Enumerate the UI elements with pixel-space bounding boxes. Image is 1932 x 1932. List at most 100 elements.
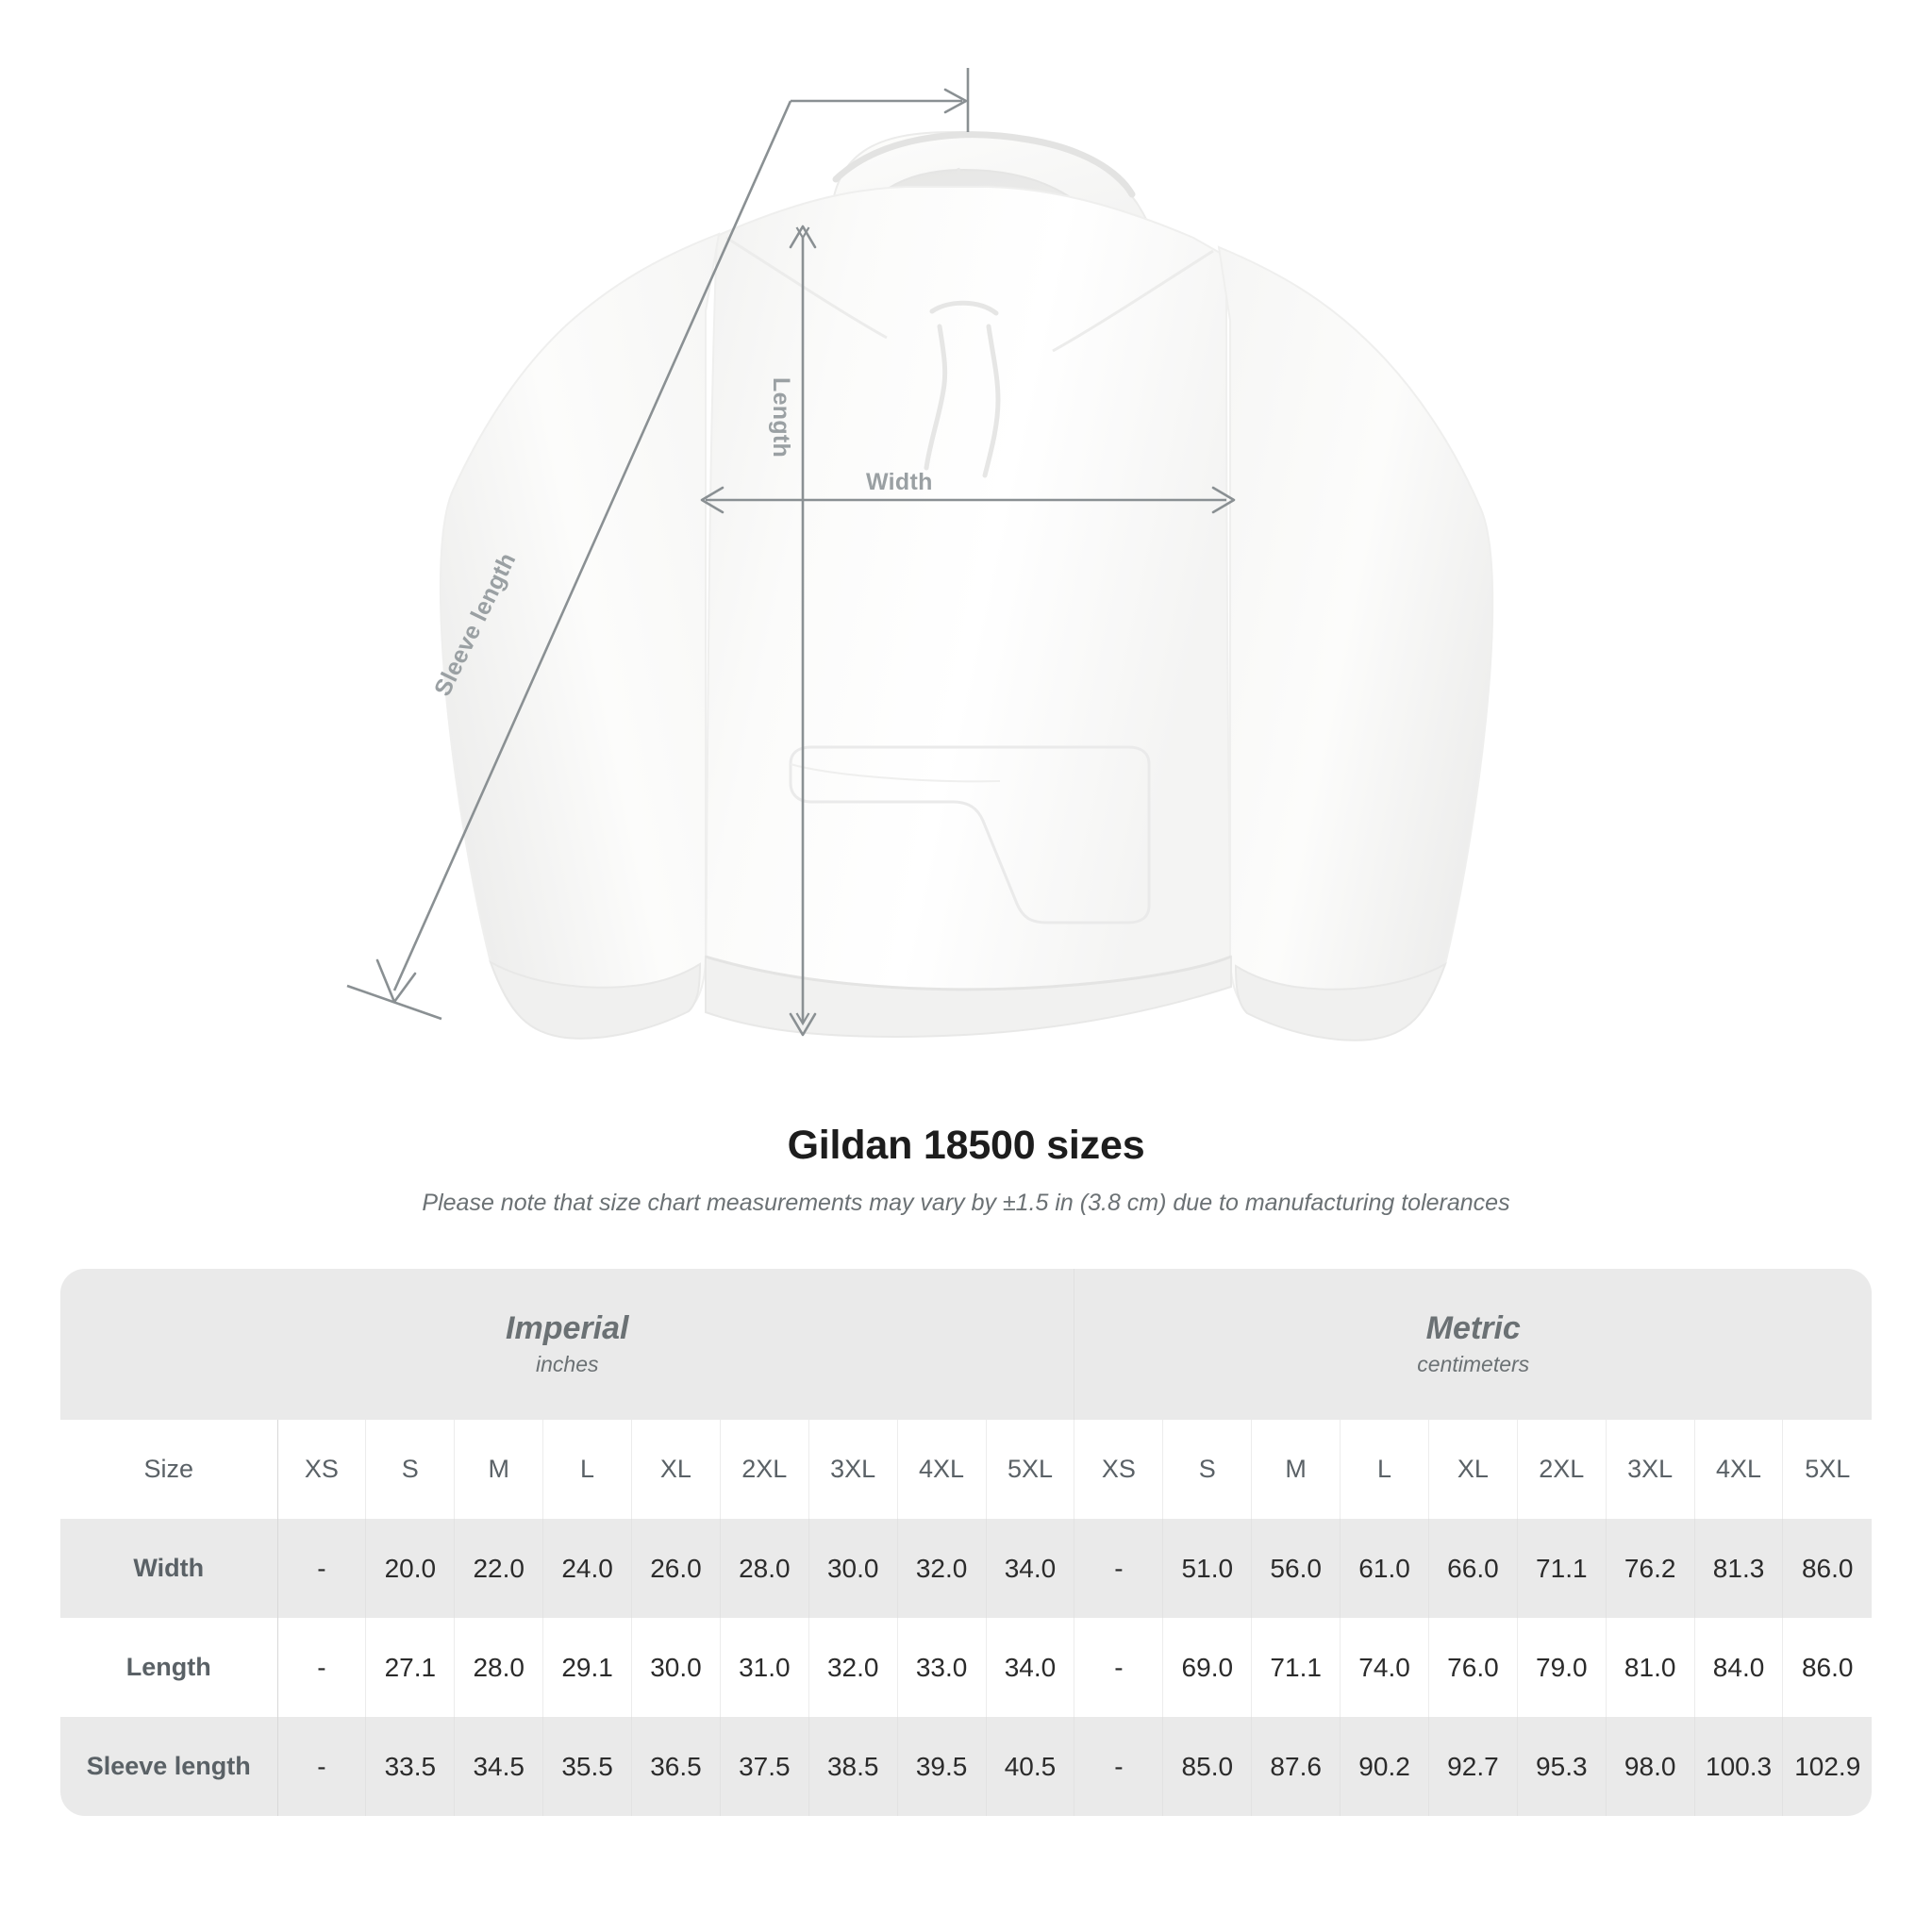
cell-metric-4XL: 100.3 (1694, 1717, 1784, 1816)
imperial-label: Imperial (506, 1309, 629, 1346)
cell-metric-4XL: 81.3 (1694, 1519, 1784, 1618)
size-column-header-2: M (454, 1420, 544, 1519)
cell-imperial-L: 29.1 (542, 1618, 632, 1717)
size-column-header-5: 2XL (720, 1420, 809, 1519)
cell-metric-L: 90.2 (1340, 1717, 1429, 1816)
cell-imperial-5XL: 40.5 (986, 1717, 1075, 1816)
size-column-header-9: XS (1074, 1420, 1164, 1519)
size-header-row: Size XS S M L XL 2XL 3XL 4XL 5XL XS S M L XL 2XL 3XL 4XL 5… (60, 1420, 1872, 1519)
size-column-header-4: XL (631, 1420, 721, 1519)
cell-imperial-L: 35.5 (542, 1717, 632, 1816)
cell-imperial-XL: 30.0 (631, 1618, 721, 1717)
cell-metric-5XL: 102.9 (1782, 1717, 1872, 1816)
cell-imperial-XL: 36.5 (631, 1717, 721, 1816)
size-column-header-10: S (1162, 1420, 1253, 1519)
cell-imperial-XS: - (277, 1717, 367, 1816)
cell-imperial-2XL: 28.0 (720, 1519, 809, 1618)
cell-imperial-5XL: 34.0 (986, 1519, 1075, 1618)
cell-imperial-3XL: 32.0 (808, 1618, 898, 1717)
cell-imperial-3XL: 30.0 (808, 1519, 898, 1618)
size-table-container: Imperial inches Metric centimeters Size X… (60, 1269, 1872, 1816)
size-column-header-17: 5XL (1782, 1420, 1872, 1519)
cell-imperial-4XL: 39.5 (897, 1717, 987, 1816)
cell-metric-XS: - (1074, 1519, 1164, 1618)
cell-imperial-2XL: 31.0 (720, 1618, 809, 1717)
size-column-header-7: 4XL (897, 1420, 987, 1519)
table-row: Length -27.1 28.0 29.1 30.0 31.0 32.0 33.0 34.0-… (60, 1618, 1872, 1717)
cell-metric-3XL: 98.0 (1606, 1717, 1695, 1816)
size-column-header-13: XL (1428, 1420, 1518, 1519)
size-column-header-6: 3XL (808, 1420, 898, 1519)
cell-imperial-M: 34.5 (454, 1717, 544, 1816)
cell-imperial-S: 33.5 (365, 1717, 456, 1816)
table-row: Sleeve length -33.5 34.5 35.5 36.5 37.5 38.5 39… (60, 1717, 1872, 1816)
sleeve-length-dimension-arrow (346, 68, 970, 1021)
cell-metric-2XL: 95.3 (1517, 1717, 1607, 1816)
width-label: Width (866, 469, 933, 495)
cell-metric-M: 71.1 (1251, 1618, 1341, 1717)
cell-metric-L: 74.0 (1340, 1618, 1429, 1717)
cell-imperial-XS: - (277, 1519, 367, 1618)
page-title: Gildan 18500 sizes (787, 1123, 1145, 1168)
measurement-row-label: Width (60, 1519, 278, 1618)
metric-unit: centimeters (1417, 1352, 1530, 1376)
cell-imperial-2XL: 37.5 (720, 1717, 809, 1816)
cell-metric-3XL: 81.0 (1606, 1618, 1695, 1717)
cell-imperial-M: 28.0 (454, 1618, 544, 1717)
title-block: Gildan 18500 sizes Please note that size… (0, 1123, 1932, 1217)
width-dimension-arrow (700, 486, 1236, 514)
cell-imperial-4XL: 33.0 (897, 1618, 987, 1717)
cell-imperial-M: 22.0 (454, 1519, 544, 1618)
metric-label: Metric (1425, 1309, 1521, 1346)
hoodie-illustration (439, 130, 1494, 1041)
cell-imperial-XL: 26.0 (631, 1519, 721, 1618)
imperial-unit: inches (536, 1352, 599, 1376)
cell-imperial-L: 24.0 (542, 1519, 632, 1618)
size-column-header-0: XS (277, 1420, 367, 1519)
cell-imperial-S: 20.0 (365, 1519, 456, 1618)
cell-metric-XS: - (1074, 1717, 1164, 1816)
cell-metric-XS: - (1074, 1618, 1164, 1717)
unit-header-row: Imperial inches Metric centimeters (60, 1269, 1872, 1420)
measurement-row-label: Sleeve length (60, 1717, 278, 1816)
size-column-header-12: L (1340, 1420, 1429, 1519)
measurement-row-label: Length (60, 1618, 278, 1717)
cell-metric-XL: 76.0 (1428, 1618, 1518, 1717)
cell-imperial-S: 27.1 (365, 1618, 456, 1717)
size-column-header-8: 5XL (986, 1420, 1075, 1519)
size-column-header-16: 4XL (1694, 1420, 1784, 1519)
cell-metric-XL: 66.0 (1428, 1519, 1518, 1618)
cell-metric-2XL: 79.0 (1517, 1618, 1607, 1717)
size-column-header-14: 2XL (1517, 1420, 1607, 1519)
cell-metric-3XL: 76.2 (1606, 1519, 1695, 1618)
cell-metric-S: 85.0 (1162, 1717, 1253, 1816)
size-column-header-3: L (542, 1420, 632, 1519)
cell-metric-XL: 92.7 (1428, 1717, 1518, 1816)
cell-metric-4XL: 84.0 (1694, 1618, 1784, 1717)
cell-metric-M: 87.6 (1251, 1717, 1341, 1816)
length-label: Length (768, 377, 794, 458)
size-row-label: Size (60, 1420, 278, 1519)
cell-metric-5XL: 86.0 (1782, 1618, 1872, 1717)
hoodie-shape (439, 130, 1494, 1041)
cell-imperial-4XL: 32.0 (897, 1519, 987, 1618)
cell-metric-L: 61.0 (1340, 1519, 1429, 1618)
size-column-header-15: 3XL (1606, 1420, 1695, 1519)
hoodie-diagram: Length Width Sleeve length (346, 68, 1494, 1041)
cell-imperial-3XL: 38.5 (808, 1717, 898, 1816)
cell-metric-2XL: 71.1 (1517, 1519, 1607, 1618)
cell-metric-M: 56.0 (1251, 1519, 1341, 1618)
table-row: Width -20.0 22.0 24.0 26.0 28.0 30.0 32.0 34.0-5… (60, 1519, 1872, 1618)
cell-metric-S: 51.0 (1162, 1519, 1253, 1618)
measurement-arrows (346, 68, 1236, 1037)
cell-imperial-XS: - (277, 1618, 367, 1717)
metric-group-header: Metric centimeters (1074, 1269, 1872, 1420)
imperial-group-header: Imperial inches (60, 1269, 1075, 1420)
cell-metric-S: 69.0 (1162, 1618, 1253, 1717)
size-column-header-11: M (1251, 1420, 1341, 1519)
cell-imperial-5XL: 34.0 (986, 1618, 1075, 1717)
length-dimension-arrow (789, 225, 817, 1037)
tolerance-note: Please note that size chart measurements… (422, 1190, 1510, 1216)
cell-metric-5XL: 86.0 (1782, 1519, 1872, 1618)
